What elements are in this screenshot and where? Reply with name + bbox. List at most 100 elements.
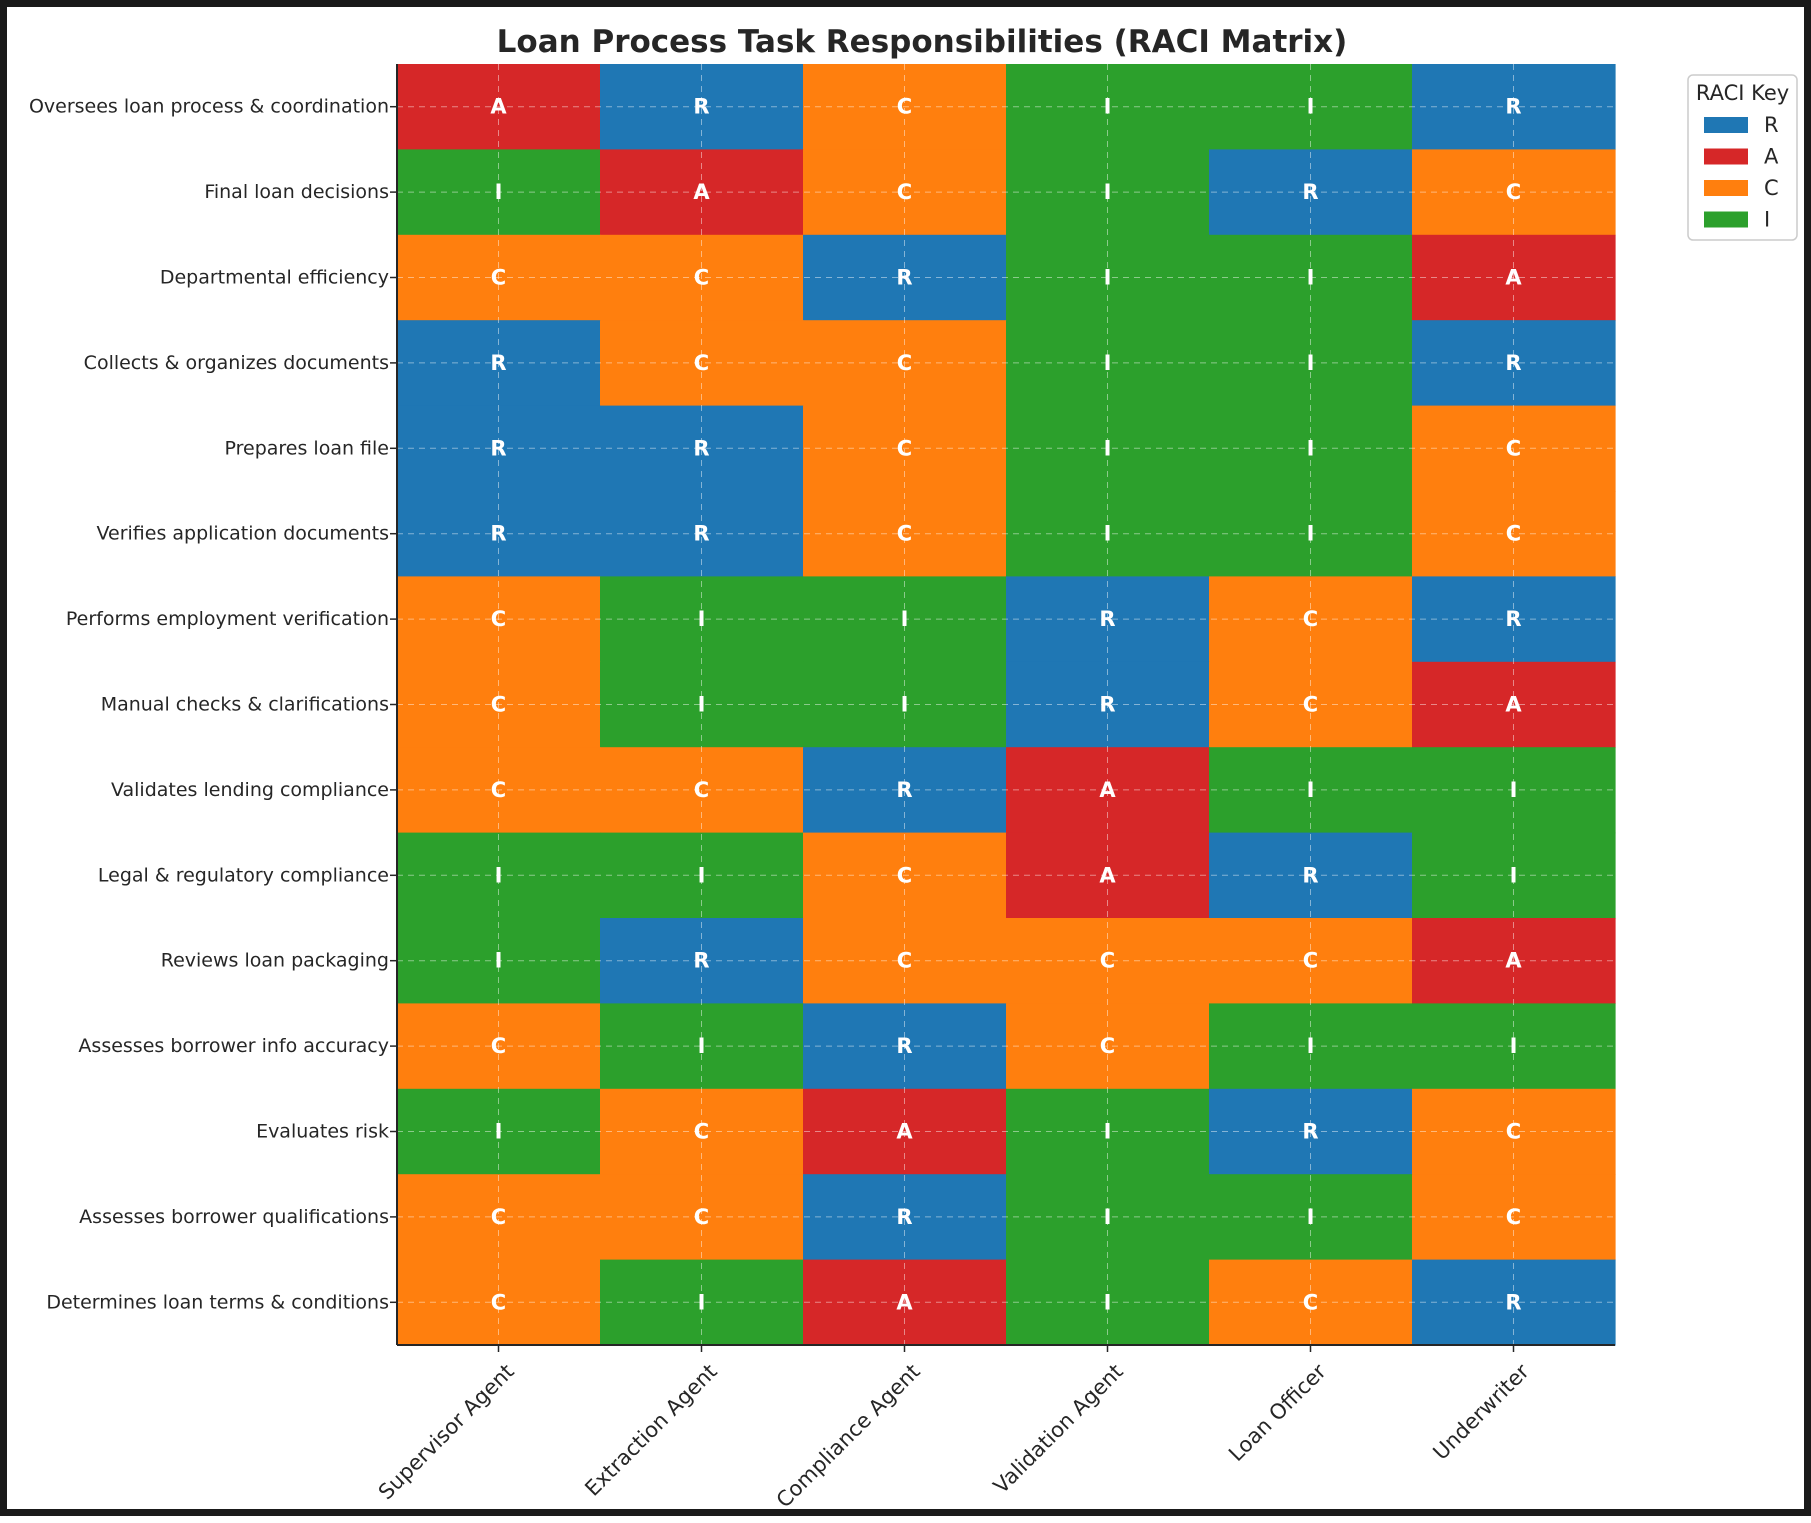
cell-label: R [1302,863,1318,887]
heatmap-cell [397,1259,601,1346]
cell-label: I [901,607,909,631]
cell-label: C [1506,180,1521,204]
cell-label: I [495,949,503,973]
cell-label: C [491,1034,506,1058]
heatmap-cell [1412,918,1616,1004]
heatmap-cell [600,491,804,577]
x-tick-label: Validation Agent [989,1359,1128,1498]
cell-label: C [694,266,709,290]
heatmap-cell [1412,64,1616,150]
cell-label: R [490,351,506,375]
x-tick-label: Extraction Agent [580,1359,721,1500]
cell-label: A [1099,863,1116,887]
cell-label: A [1505,949,1522,973]
heatmap-cell [1006,491,1210,577]
heatmap-cell [600,661,804,748]
heatmap-cell [600,918,804,1004]
heatmap-cell [1006,661,1210,748]
legend-label: I [1764,208,1770,232]
cell-label: C [694,351,709,375]
heatmap-cell [397,320,601,407]
cell-label: I [495,863,503,887]
cell-label: C [491,1205,506,1229]
cell-label: I [1510,778,1518,802]
heatmap-cell [1006,64,1210,150]
heatmap-cell [1006,1259,1210,1346]
y-tick-label: Collects & organizes documents [84,352,389,374]
cell-label: A [1099,778,1116,802]
cell-label: R [693,949,709,973]
y-tick-label: Oversees loan process & coordination [29,96,389,118]
heatmap-cell [1209,320,1413,407]
y-tick-label: Final loan decisions [204,181,389,203]
cell-label: C [897,95,912,119]
cell-label: C [897,180,912,204]
cell-label: I [698,607,706,631]
heatmap-cell [600,832,804,919]
heatmap-cell [1209,491,1413,577]
heatmap-cell [397,747,601,834]
legend-title: RACI Key [1696,81,1789,105]
cell-label: C [1303,693,1318,717]
cell-label: R [1505,95,1521,119]
heatmap-cell [600,1088,804,1175]
cell-label: I [1307,351,1315,375]
y-tick-label: Reviews loan packaging [161,950,389,972]
y-tick-label: Validates lending compliance [111,779,389,801]
cell-label: I [1104,266,1112,290]
cell-label: A [1505,266,1522,290]
cell-label: C [897,351,912,375]
cell-label: R [693,522,709,546]
cell-label: C [897,436,912,460]
heatmap-cell [1006,234,1210,321]
cell-label: R [1505,607,1521,631]
cell-label: C [491,778,506,802]
heatmap-cell [1412,405,1616,492]
cell-label: C [897,863,912,887]
heatmap-cell [1006,918,1210,1004]
cell-label: R [1505,1290,1521,1314]
grid-lines [397,64,1615,1345]
y-tick-label: Performs employment verification [66,608,389,630]
x-tick-label: Compliance Agent [772,1359,925,1512]
heatmap-cell [803,491,1007,577]
cell-label: I [1104,1205,1112,1229]
cell-label: I [1104,1120,1112,1144]
heatmap-cell [803,918,1007,1004]
heatmap-cell [397,832,601,919]
cell-label: I [1307,778,1315,802]
x-tick-label: Underwriter [1428,1359,1534,1465]
y-tick-label: Determines loan terms & conditions [46,1291,389,1313]
heatmap-cell [1006,320,1210,407]
cell-label: I [1104,1290,1112,1314]
heatmap-cell [1412,661,1616,748]
cell-label: C [694,778,709,802]
legend-swatch [1704,117,1748,133]
heatmap-cell [1209,1174,1413,1261]
heatmap-cell [803,1088,1007,1175]
cell-label: I [1104,522,1112,546]
cell-label: A [896,1290,913,1314]
heatmap-cell [1412,1174,1616,1261]
cell-label: C [897,949,912,973]
heatmap-cell [1412,234,1616,321]
heatmap-cell [1209,1088,1413,1175]
cell-label: R [896,778,912,802]
heatmap-cell [1209,1259,1413,1346]
cell-label: C [491,266,506,290]
heatmap-cell [1209,149,1413,236]
heatmap-cell [600,1003,804,1090]
cell-label: C [491,693,506,717]
heatmap-cell [397,576,601,663]
legend-swatch [1704,148,1748,165]
y-tick-label: Manual checks & clarifications [101,694,389,716]
y-tick-label: Assesses borrower info accuracy [78,1035,389,1057]
cell-label: C [1303,949,1318,973]
heatmap-cell [1412,747,1616,834]
legend-swatch [1704,180,1748,196]
cell-label: C [1506,1120,1521,1144]
heatmap-cell [397,918,601,1004]
heatmap-cell [1412,832,1616,919]
legend-label: C [1764,176,1779,200]
